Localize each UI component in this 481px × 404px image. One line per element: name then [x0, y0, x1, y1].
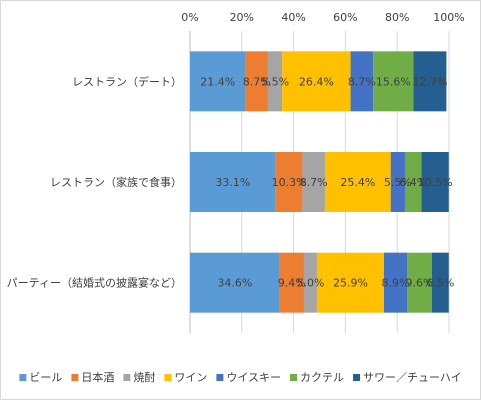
legend-label: 焼酎 [133, 370, 155, 384]
x-tick-label: 100% [433, 11, 464, 24]
x-axis-ticks: 0% 20% 40% 60% 80% 100% [181, 11, 464, 24]
legend-label: 日本酒 [81, 370, 114, 384]
legend-swatch [19, 374, 27, 381]
data-label: 10.5% [418, 176, 453, 189]
bar-segment [303, 252, 317, 313]
bar-segment [404, 152, 422, 212]
data-label: 26.4% [299, 75, 334, 88]
bar-segment [279, 252, 304, 313]
legend-swatch [71, 374, 79, 381]
data-label: 8.7% [243, 75, 271, 88]
legend-label: サワー／チューハイ [363, 371, 462, 384]
legend-swatch [164, 374, 172, 381]
legend-item: ビール [19, 371, 62, 384]
x-tick-label: 80% [385, 11, 409, 24]
legend-item: 焼酎 [123, 370, 155, 384]
bar-segment [316, 252, 384, 313]
bar-segment [302, 152, 325, 212]
legend-item: サワー／チューハイ [353, 371, 462, 384]
legend-item: ウイスキー [216, 371, 281, 384]
x-tick-label: 40% [281, 11, 305, 24]
data-label: 15.6% [376, 75, 411, 88]
data-label: 5.5% [384, 176, 412, 189]
bar-segment [267, 51, 283, 112]
data-label: 21.4% [200, 75, 235, 88]
data-label: 25.9% [333, 277, 368, 290]
legend-item: カクテル [290, 371, 344, 384]
legend-item: 日本酒 [71, 370, 114, 384]
data-label: 8.9% [382, 277, 410, 290]
bar-segment [407, 252, 432, 313]
x-tick-label: 20% [230, 11, 254, 24]
data-label: 8.7% [300, 176, 328, 189]
bars [190, 51, 449, 313]
category-label: レストラン（デート） [72, 74, 182, 88]
legend-swatch [290, 374, 298, 381]
data-label: 25.4% [340, 176, 375, 189]
bar-segment [245, 51, 268, 112]
x-tick-label: 0% [181, 11, 198, 24]
data-label: 9.4% [278, 277, 306, 290]
data-label: 10.3% [272, 176, 307, 189]
legend-label: ワイン [174, 371, 207, 384]
legend-label: ウイスキー [226, 371, 281, 384]
category-label: レストラン（家族で食事） [50, 175, 182, 189]
category-labels: レストラン（デート） レストラン（家族で食事） パーティー（結婚式の披露宴など） [7, 74, 182, 289]
data-label: 5.0% [296, 277, 324, 290]
legend-label: カクテル [300, 371, 344, 384]
legend-item: ワイン [164, 371, 207, 384]
x-tick-label: 60% [333, 11, 357, 24]
bar-segment [421, 152, 449, 212]
data-label: 12.7% [412, 75, 447, 88]
legend: ビール 日本酒 焼酎 ワイン ウイスキー カクテル サワー／チューハイ [19, 370, 462, 384]
data-label: 6.5% [426, 277, 454, 290]
data-label: 8.7% [348, 75, 376, 88]
bar-segment [190, 252, 280, 313]
data-label: 33.1% [215, 176, 250, 189]
bar-segment [282, 51, 351, 112]
data-label: 34.6% [217, 277, 252, 290]
bar-segment [190, 51, 246, 112]
category-label: パーティー（結婚式の披露宴など） [7, 276, 182, 290]
data-labels: 21.4% 8.7%5.5% 26.4% 8.7% 15.6% 12.7%33.1% 10.… [200, 75, 454, 289]
bar-segment [350, 51, 374, 112]
legend-swatch [123, 374, 131, 381]
bar-segment [324, 152, 391, 212]
legend-swatch [216, 374, 224, 381]
bar-segment [373, 51, 414, 112]
legend-swatch [353, 374, 361, 381]
legend-label: ビール [29, 371, 62, 384]
bar-segment [431, 252, 449, 313]
bar-segment [413, 51, 447, 112]
data-label: 5.5% [261, 75, 289, 88]
data-label: 6.4% [399, 176, 427, 189]
bar-segment [190, 152, 276, 212]
bar-segment [275, 152, 303, 212]
bar-segment [383, 252, 408, 313]
data-label: 9.6% [405, 277, 433, 290]
bar-segment [390, 152, 405, 212]
